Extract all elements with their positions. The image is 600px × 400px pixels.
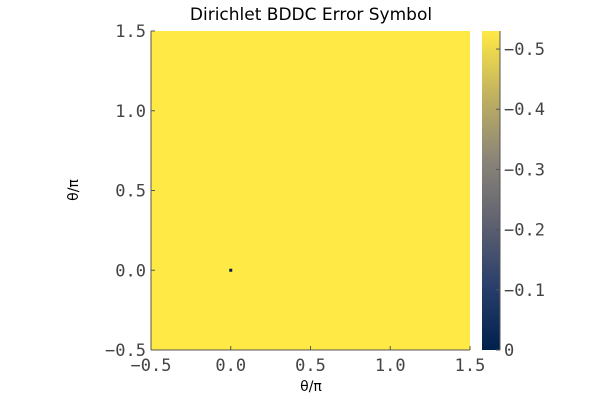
y-axis-label: θ/π (66, 179, 82, 201)
y-tick-label: 0.5 (115, 182, 146, 202)
plot-area (150, 31, 470, 351)
colorbar (482, 31, 501, 350)
colorbar-tick-label: −0.1 (504, 281, 545, 301)
heatmap-field (151, 31, 470, 350)
colorbar-tick-label: −0.2 (504, 221, 545, 241)
x-axis-ticks: −0.5 0.0 0.5 1.0 1.5 (131, 346, 486, 376)
colorbar-tick-label: 0 (504, 341, 514, 361)
colorbar-gradient (482, 31, 500, 350)
y-tick-label: 0.0 (115, 261, 146, 281)
y-tick-label: 1.5 (115, 22, 146, 42)
heatmap-minimum-point (229, 268, 233, 272)
y-axis-ticks: −0.5 0.0 0.5 1.0 1.5 (105, 22, 155, 361)
x-tick-label: −0.5 (131, 356, 172, 376)
colorbar-tick-label: −0.3 (504, 160, 545, 180)
y-tick-label: −0.5 (105, 341, 146, 361)
colorbar-tick-label: −0.5 (504, 40, 545, 60)
x-axis-label: θ/π (300, 379, 322, 395)
chart-title: Dirichlet BDDC Error Symbol (190, 5, 432, 25)
x-tick-label: 0.0 (215, 356, 246, 376)
colorbar-ticks: 0 −0.1 −0.2 −0.3 −0.4 −0.5 (496, 40, 545, 361)
x-tick-label: 1.0 (375, 356, 406, 376)
x-tick-label: 1.5 (455, 356, 486, 376)
y-tick-label: 1.0 (115, 102, 146, 122)
colorbar-tick-label: −0.4 (504, 100, 545, 120)
x-tick-label: 0.5 (295, 356, 326, 376)
